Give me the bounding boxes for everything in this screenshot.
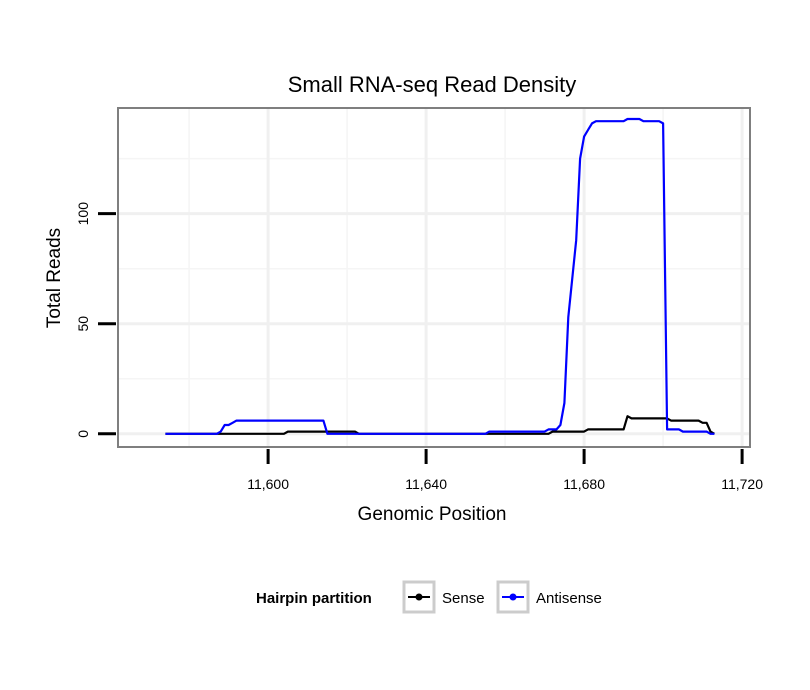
y-tick-label: 50 (75, 316, 91, 332)
legend-key-point (415, 593, 423, 601)
y-axis-title: Total Reads (44, 228, 65, 328)
y-axis: 0 50 100 (75, 202, 116, 438)
y-tick-label: 100 (75, 202, 91, 226)
x-axis: 11,600 11,640 11,680 11,720 (247, 449, 763, 492)
grid (118, 108, 750, 447)
y-tick-label: 0 (75, 430, 91, 438)
chart-title: Small RNA-seq Read Density (288, 72, 577, 97)
legend-title: Hairpin partition (256, 590, 372, 607)
series-line-sense (165, 415, 715, 435)
plot-panel-border (117, 107, 751, 448)
legend-key-point (509, 593, 517, 601)
x-tick-label: 11,600 (247, 476, 289, 492)
x-tick-label: 11,640 (405, 476, 447, 492)
legend: Hairpin partition Sense Antisense (256, 580, 602, 614)
x-tick-label: 11,720 (721, 476, 763, 492)
x-axis-title: Genomic Position (358, 504, 507, 525)
series-line-antisense (165, 117, 715, 435)
legend-label-antisense: Antisense (536, 590, 602, 607)
series-lines (165, 117, 715, 435)
x-tick-label: 11,680 (563, 476, 605, 492)
legend-label-sense: Sense (442, 590, 485, 607)
